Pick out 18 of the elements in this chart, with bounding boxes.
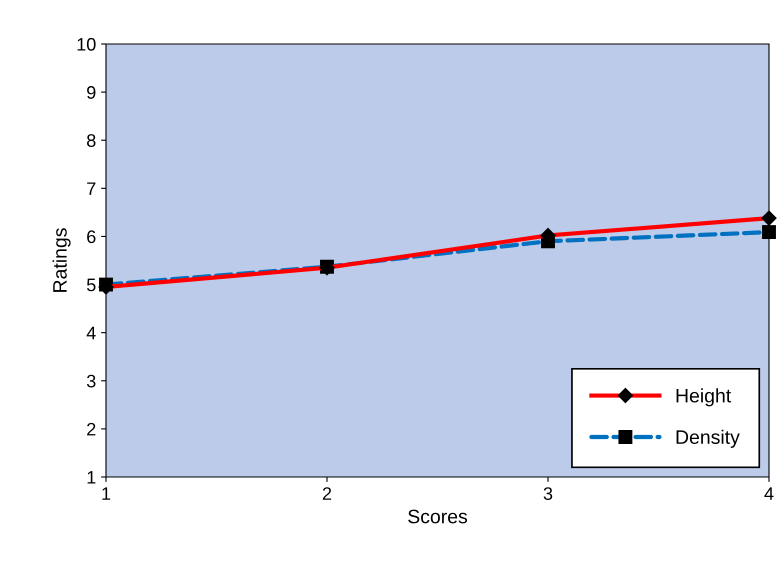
y-tick-label: 3 (86, 374, 96, 388)
y-tick-label: 8 (87, 134, 96, 147)
y-tick-label: 7 (87, 182, 96, 195)
x-tick-label: 3 (544, 487, 552, 500)
y-tick-label: 2 (87, 422, 96, 436)
y-tick-label: 5 (86, 278, 96, 292)
legend-label: Height (676, 388, 732, 406)
x-tick-label: 4 (764, 487, 774, 500)
x-tick-label: 1 (102, 487, 110, 500)
y-axis-title: Ratings (52, 228, 71, 292)
y-tick-label: 10 (78, 38, 96, 51)
y-tick-label: 6 (87, 230, 96, 244)
legend-label: Density (676, 430, 740, 448)
y-tick-label: 1 (88, 471, 96, 484)
x-axis-title: Scores (408, 510, 468, 524)
x-tick-label: 2 (322, 487, 332, 500)
y-tick-label: 4 (86, 326, 96, 340)
y-tick-label: 9 (87, 86, 96, 99)
